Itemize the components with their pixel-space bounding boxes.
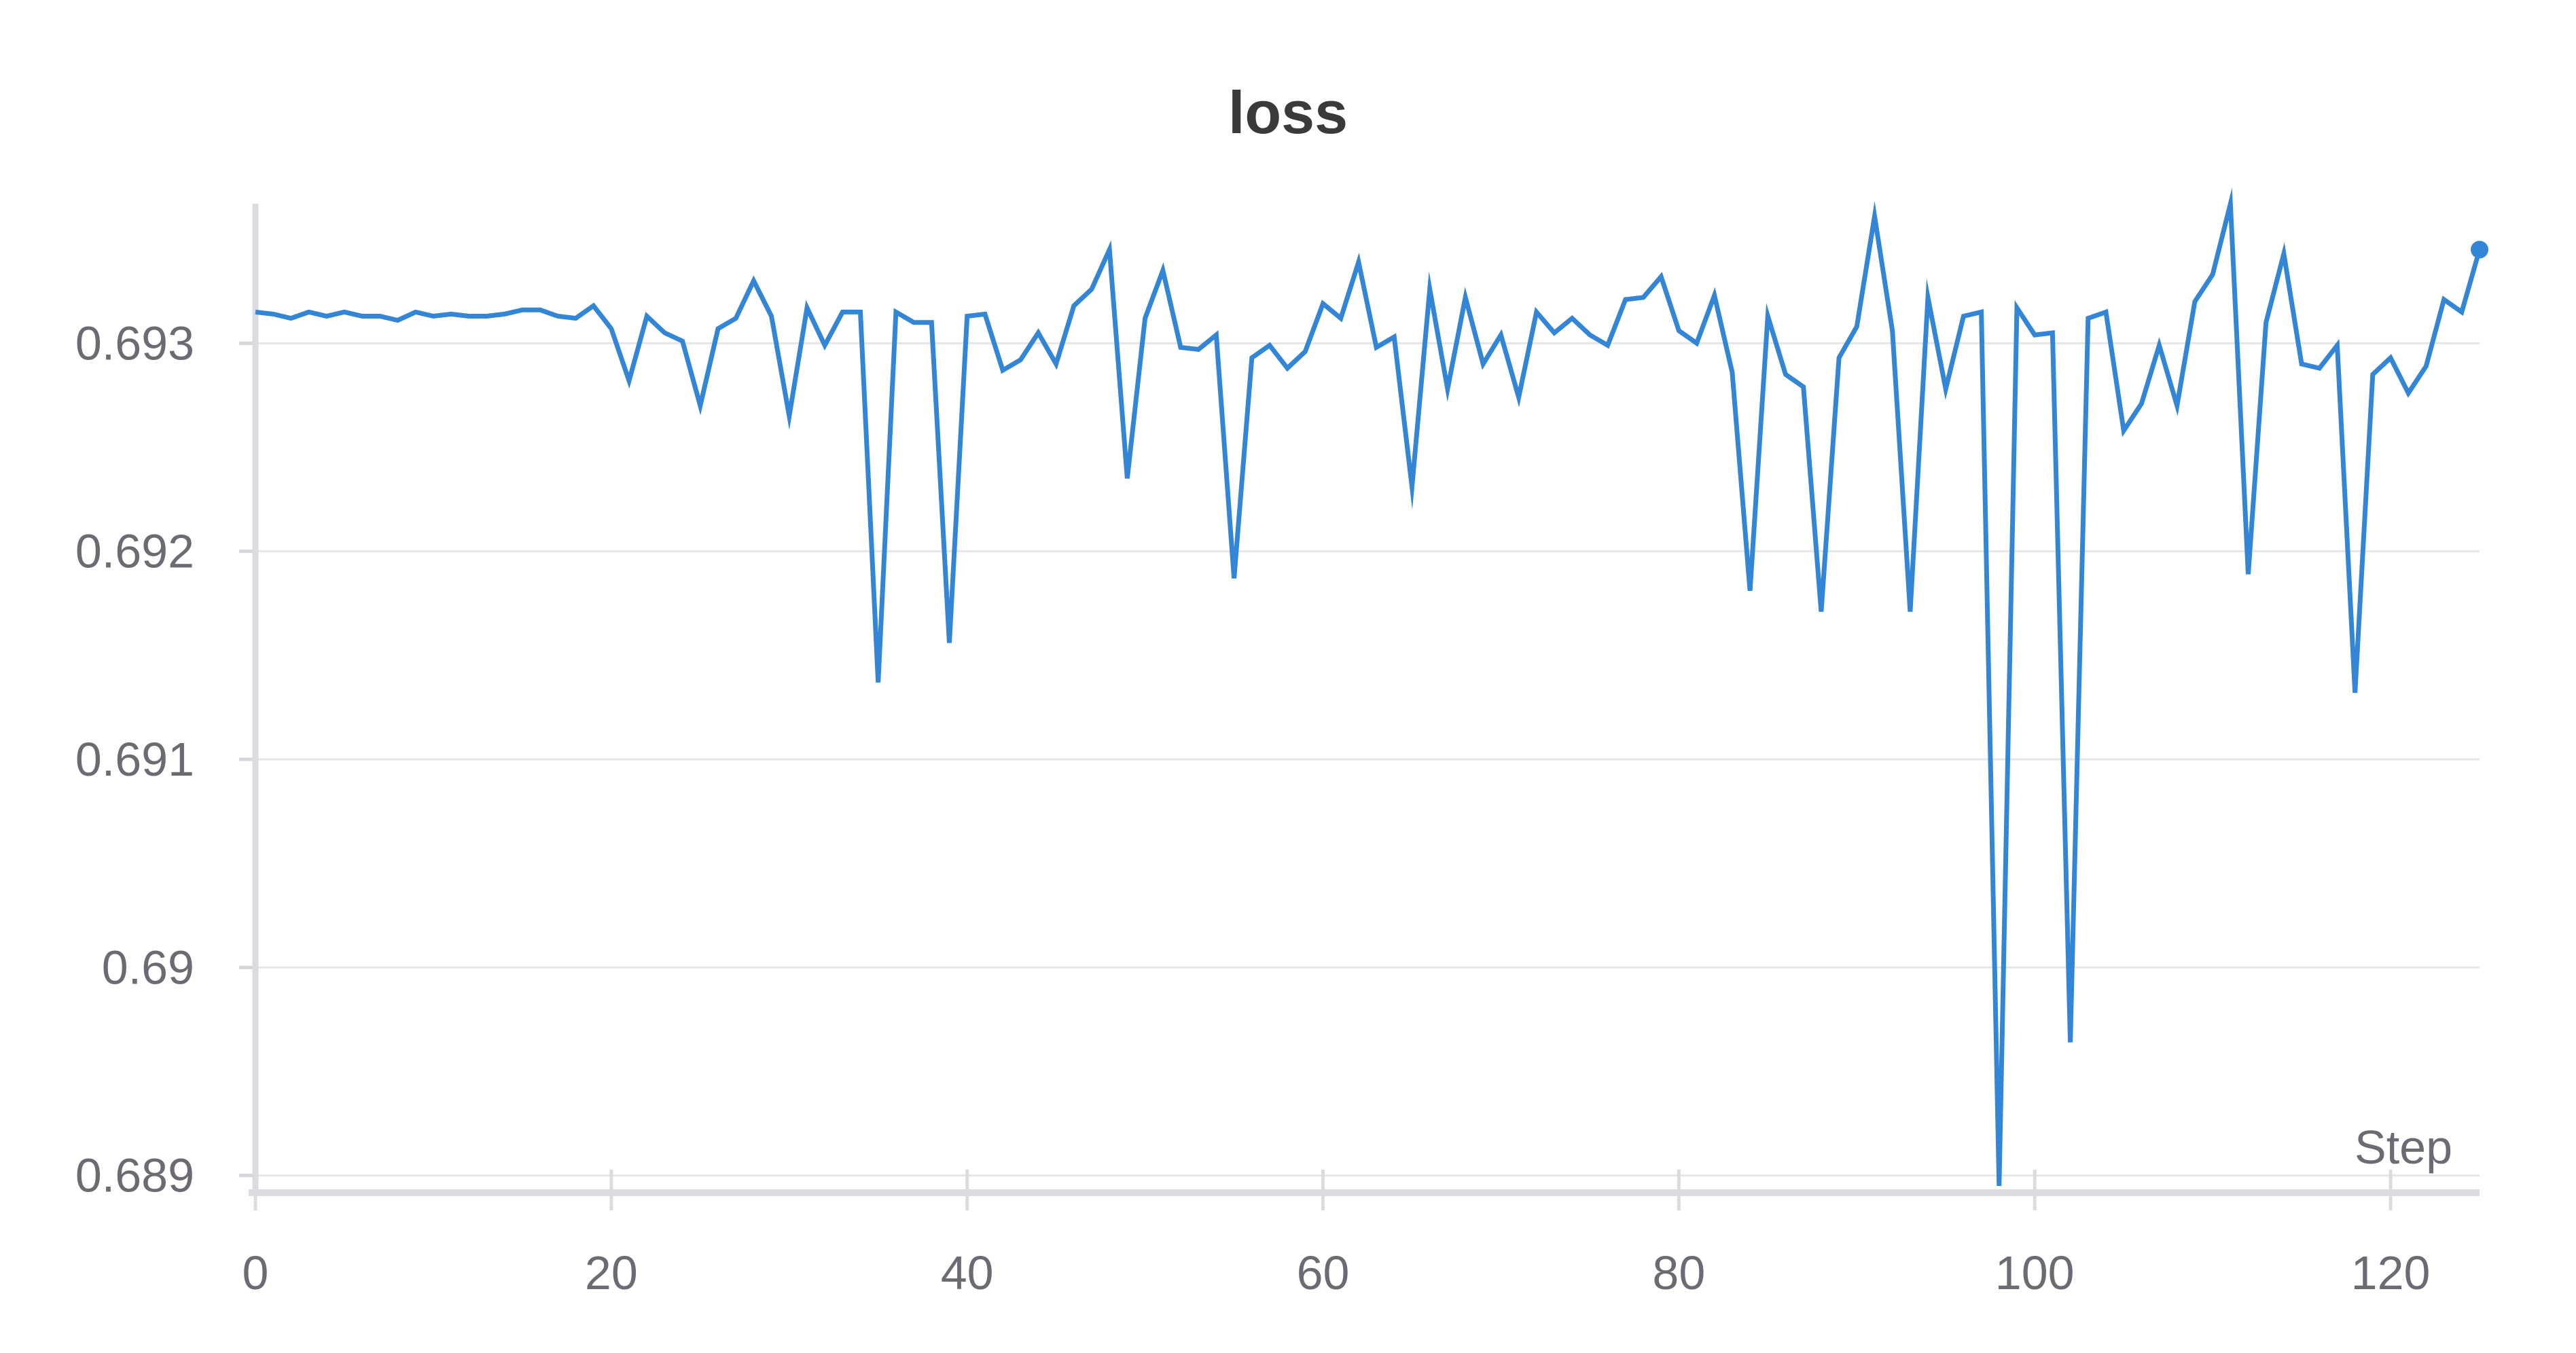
y-tick-labels: 0.689 0.69 0.691 0.692 0.693 — [75, 317, 194, 1202]
last-point-marker — [2471, 240, 2488, 259]
loss-series-line — [255, 187, 2482, 1187]
x-tick-label: 100 — [1995, 1246, 2075, 1299]
x-tick-label: 120 — [2351, 1246, 2431, 1299]
series-layer — [255, 187, 2488, 1187]
x-tick-labels: 0 20 40 60 80 100 120 — [243, 1246, 2431, 1299]
x-axis-label: Step — [2355, 1121, 2452, 1174]
x-tick-label: 20 — [585, 1246, 638, 1299]
chart-title: loss — [1228, 79, 1348, 146]
y-tick-label: 0.69 — [102, 941, 194, 994]
y-tick-label: 0.692 — [75, 525, 194, 578]
y-tick-label: 0.693 — [75, 317, 194, 369]
axes — [239, 204, 2480, 1210]
y-tick-label: 0.691 — [75, 733, 194, 786]
x-tick-label: 60 — [1297, 1246, 1350, 1299]
x-tick-label: 80 — [1652, 1246, 1705, 1299]
y-tick-label: 0.689 — [75, 1149, 194, 1202]
x-tick-label: 40 — [941, 1246, 994, 1299]
x-tick-label: 0 — [243, 1246, 269, 1299]
gridlines — [255, 342, 2480, 1177]
